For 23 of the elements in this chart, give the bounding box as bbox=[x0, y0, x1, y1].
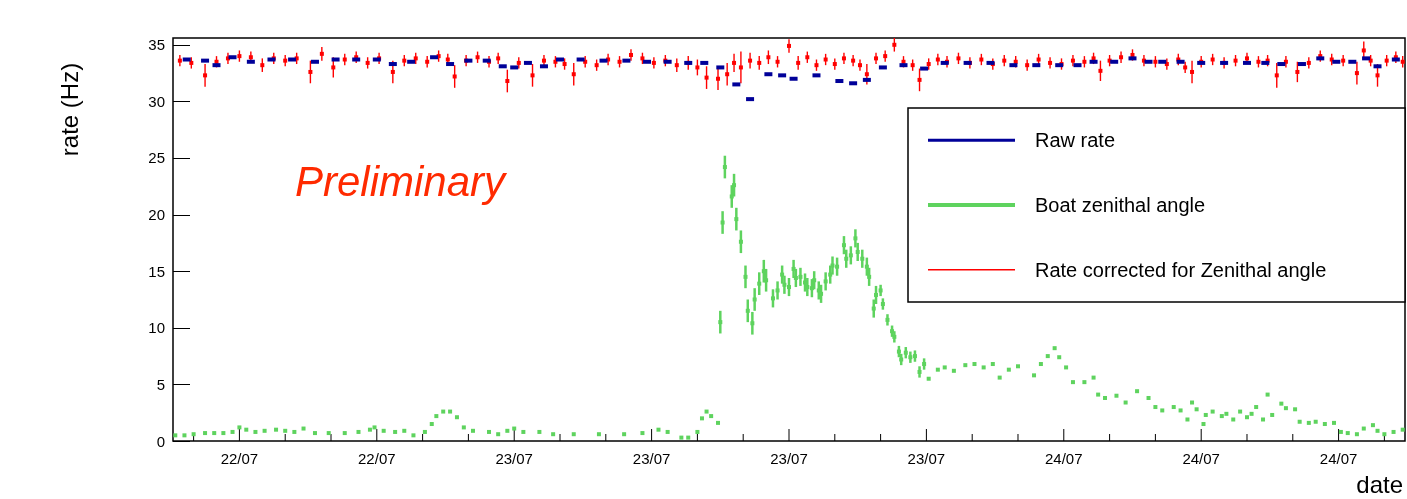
y-axis-title: rate (Hz) bbox=[56, 62, 83, 157]
y-tick-label: 35 bbox=[148, 36, 165, 54]
x-tick-label: 22/07 bbox=[358, 450, 396, 467]
x-tick-label: 22/07 bbox=[220, 450, 259, 467]
x-tick-label: 23/07 bbox=[495, 450, 533, 467]
x-tick-label: 23/07 bbox=[907, 450, 946, 467]
legend-label: Boat zenithal angle bbox=[1035, 194, 1206, 216]
y-tick-label: 10 bbox=[148, 319, 165, 337]
y-tick-label: 25 bbox=[148, 149, 165, 167]
x-tick-label: 23/07 bbox=[632, 450, 671, 467]
x-axis-title: date bbox=[1356, 471, 1403, 498]
legend-label: Rate corrected for Zenithal angle bbox=[1035, 258, 1327, 281]
annotation: Preliminary bbox=[295, 158, 509, 205]
y-tick-label: 0 bbox=[156, 432, 165, 450]
y-tick-label: 15 bbox=[148, 262, 165, 280]
y-tick-label: 20 bbox=[148, 206, 165, 224]
legend-label: Raw rate bbox=[1035, 129, 1116, 152]
y-tick-label: 5 bbox=[156, 375, 165, 393]
x-tick-label: 23/07 bbox=[770, 450, 808, 467]
x-tick-label: 24/07 bbox=[1319, 450, 1358, 467]
x-tick-label: 24/07 bbox=[1182, 450, 1220, 467]
x-tick-label: 24/07 bbox=[1045, 450, 1083, 467]
y-tick-label: 30 bbox=[148, 92, 165, 110]
